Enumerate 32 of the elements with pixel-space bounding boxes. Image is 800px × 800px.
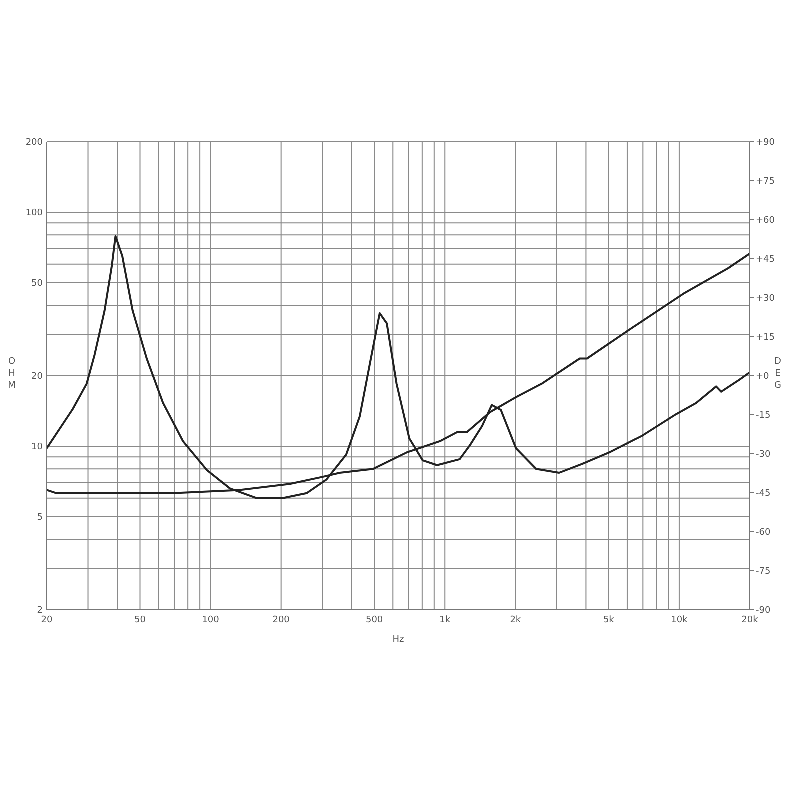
y2-axis-title: DEG xyxy=(774,357,782,391)
x-tick-label: 500 xyxy=(366,615,384,626)
y-tick-label: 2 xyxy=(37,606,43,616)
x-axis-title: Hz xyxy=(392,635,405,645)
y2-tick-label: +15 xyxy=(756,333,775,344)
x-tick-label: 10k xyxy=(671,615,689,626)
y-tick-label: 50 xyxy=(32,279,44,290)
y-axis-title: OHM xyxy=(8,357,16,391)
x-tick-label: 1k xyxy=(440,615,452,626)
y2-tick-label: -15 xyxy=(756,411,771,422)
y2-tick-label: +45 xyxy=(756,255,775,266)
y-tick-label: 100 xyxy=(26,208,44,219)
y-tick-label: 10 xyxy=(32,442,44,453)
x-tick-label: 2k xyxy=(510,615,522,626)
y2-tick-label: -75 xyxy=(756,567,771,578)
y2-tick-label: -90 xyxy=(756,606,771,616)
x-tick-label: 20k xyxy=(742,615,760,626)
x-tick-label: 50 xyxy=(134,615,146,626)
y2-tick-label: +60 xyxy=(756,216,776,226)
y2-tick-label: +75 xyxy=(756,177,775,188)
x-tick-label: 5k xyxy=(603,615,616,626)
y2-tick-label: -45 xyxy=(756,489,771,500)
y2-tick-label: +0 xyxy=(756,372,770,382)
y-tick-label: 5 xyxy=(37,513,43,524)
y-tick-label: 200 xyxy=(26,138,44,148)
y-tick-label: 20 xyxy=(32,372,44,382)
y2-tick-label: -60 xyxy=(756,528,771,538)
x-tick-label: 100 xyxy=(202,615,220,626)
x-tick-label: 200 xyxy=(272,615,290,626)
y2-tick-label: +90 xyxy=(756,138,776,148)
y2-tick-label: +30 xyxy=(756,294,776,304)
y2-tick-label: -30 xyxy=(756,450,771,460)
